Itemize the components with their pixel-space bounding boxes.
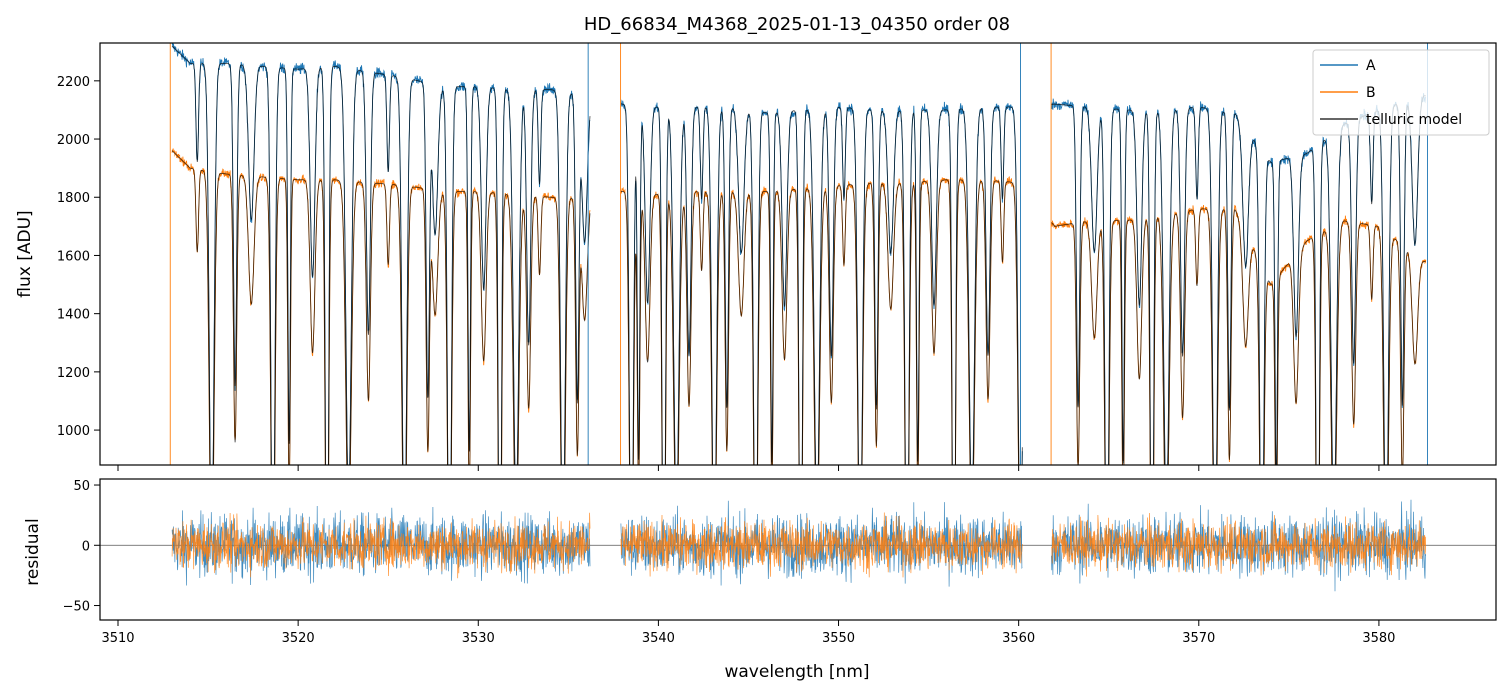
flux-ytick-label: 1600	[57, 249, 90, 264]
residual-b-line	[1051, 512, 1427, 577]
residual-a-line	[1051, 499, 1427, 592]
flux-ytick-label: 1000	[57, 424, 90, 439]
flux-ytick-label: 2000	[57, 133, 90, 148]
wavelength-xtick-label: 3530	[462, 631, 495, 646]
wavelength-xtick-label: 3510	[101, 631, 134, 646]
residual-ylabel: residual	[23, 518, 43, 585]
telluric-model-line	[620, 179, 1019, 465]
chart-title: HD_66834_M4368_2025-01-13_04350 order 08	[584, 14, 1010, 35]
flux-axes-frame	[99, 42, 1497, 466]
wavelength-xtick-label: 3540	[642, 631, 675, 646]
wavelength-xtick-label: 3560	[1002, 631, 1035, 646]
flux-ytick-label: 1200	[57, 366, 90, 381]
wavelength-xtick-label: 3520	[282, 631, 315, 646]
residual-axes-frame	[99, 478, 1497, 621]
residual-b-line	[171, 512, 591, 579]
residual-ytick-label: 50	[73, 479, 90, 494]
wavelength-xtick-label: 3550	[822, 631, 855, 646]
legend-label-a: A	[1366, 58, 1376, 74]
flux-ytick-label: 2200	[57, 75, 90, 90]
wavelength-xlabel: wavelength [nm]	[724, 662, 869, 682]
telluric-model-line	[171, 150, 591, 465]
telluric-model-line	[1051, 208, 1426, 465]
wavelength-xtick-label: 3570	[1182, 631, 1215, 646]
residual-ytick-label: 0	[82, 539, 90, 554]
wavelength-xtick-label: 3580	[1362, 631, 1395, 646]
flux-ylabel: flux [ADU]	[15, 210, 35, 297]
legend-label-b: B	[1366, 85, 1376, 101]
flux-ytick-label: 1800	[57, 191, 90, 206]
residual-ytick-label: −50	[63, 600, 90, 615]
legend-label-telluric: telluric model	[1366, 112, 1462, 128]
legend: A B telluric model	[1312, 49, 1490, 136]
flux-ytick-label: 1400	[57, 308, 90, 323]
residual-b-line	[620, 512, 1023, 578]
telluric-model-line	[171, 45, 591, 465]
